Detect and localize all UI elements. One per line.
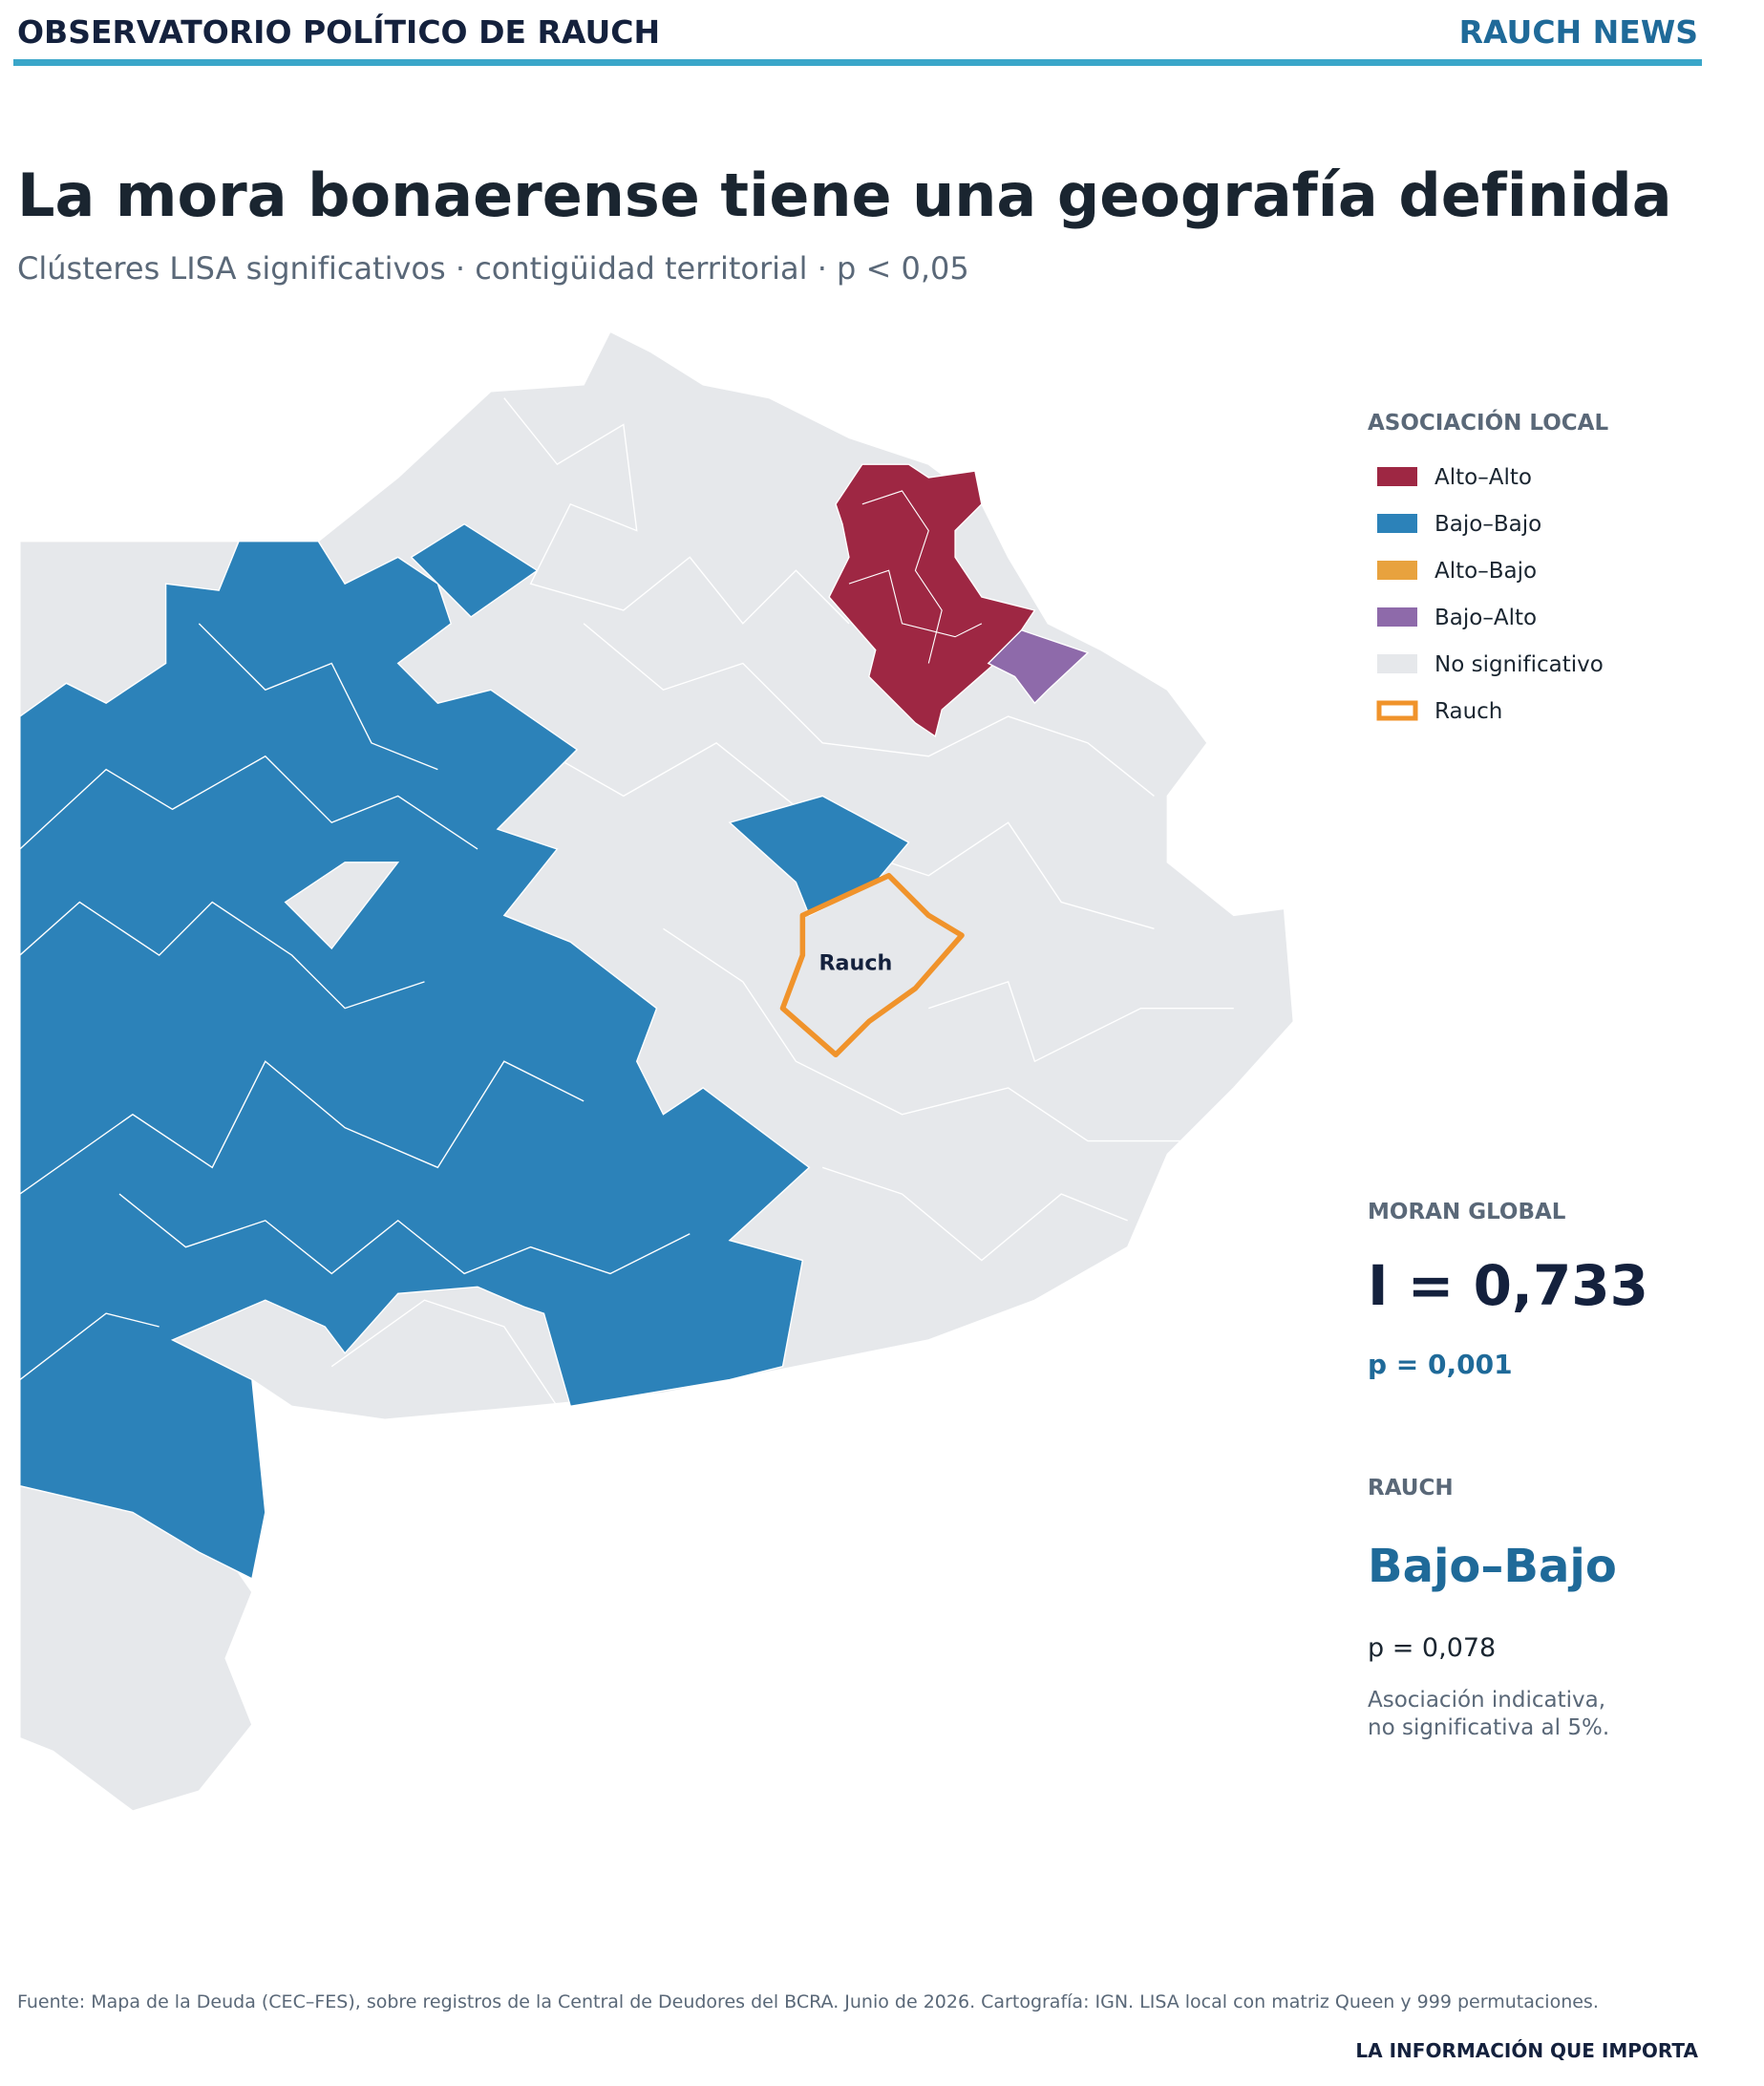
cluster-low-low — [19, 541, 811, 1580]
moran-statistic: I = 0,733 — [1368, 1253, 1648, 1318]
headline: La mora bonaerense tiene una geografía d… — [17, 160, 1672, 230]
cluster-low-low — [410, 522, 539, 618]
legend-swatch — [1377, 514, 1417, 533]
legend-swatch — [1377, 561, 1417, 580]
header-title: OBSERVATORIO POLÍTICO DE RAUCH — [17, 12, 660, 51]
cluster-low-high — [987, 628, 1090, 705]
legend-swatch — [1377, 467, 1417, 486]
province — [284, 862, 400, 950]
legend-label: Rauch — [1435, 699, 1502, 724]
rauch-title: RAUCH — [1368, 1476, 1454, 1501]
rauch-cluster: Bajo–Bajo — [1368, 1540, 1617, 1593]
map: Rauch — [19, 330, 1294, 1812]
moran-title: MORAN GLOBAL — [1368, 1200, 1566, 1224]
legend: Alto–Alto Bajo–Bajo Alto–Bajo Bajo–Alto No s… — [1376, 465, 1604, 724]
rauch-outline — [779, 872, 965, 1058]
legend-swatch — [1376, 700, 1418, 721]
subtitle: Clústeres LISA significativos · contigüi… — [17, 250, 969, 287]
legend-swatch — [1377, 607, 1417, 627]
legend-label: Alto–Bajo — [1435, 559, 1537, 584]
legend-label: No significativo — [1435, 652, 1604, 677]
legend-title: ASOCIACIÓN LOCAL — [1368, 409, 1608, 436]
rauch-note: Asociación indicativa, — [1368, 1688, 1605, 1713]
header-rule — [13, 59, 1702, 66]
brand: RAUCH NEWS — [1459, 13, 1698, 51]
legend-swatch — [1377, 654, 1417, 673]
rauch-p: p = 0,078 — [1368, 1633, 1496, 1663]
rauch-note: no significativa al 5%. — [1368, 1715, 1609, 1740]
legend-label: Bajo–Bajo — [1435, 512, 1541, 537]
legend-label: Alto–Alto — [1435, 465, 1532, 490]
district-borders — [19, 623, 691, 1381]
moran-p: p = 0,001 — [1368, 1349, 1513, 1380]
district-borders — [848, 490, 983, 664]
map-label: Rauch — [818, 950, 892, 975]
source: Fuente: Mapa de la Deuda (CEC–FES), sobr… — [17, 1991, 1599, 2012]
tagline: LA INFORMACIÓN QUE IMPORTA — [1355, 2039, 1698, 2062]
legend-label: Bajo–Alto — [1435, 606, 1537, 630]
